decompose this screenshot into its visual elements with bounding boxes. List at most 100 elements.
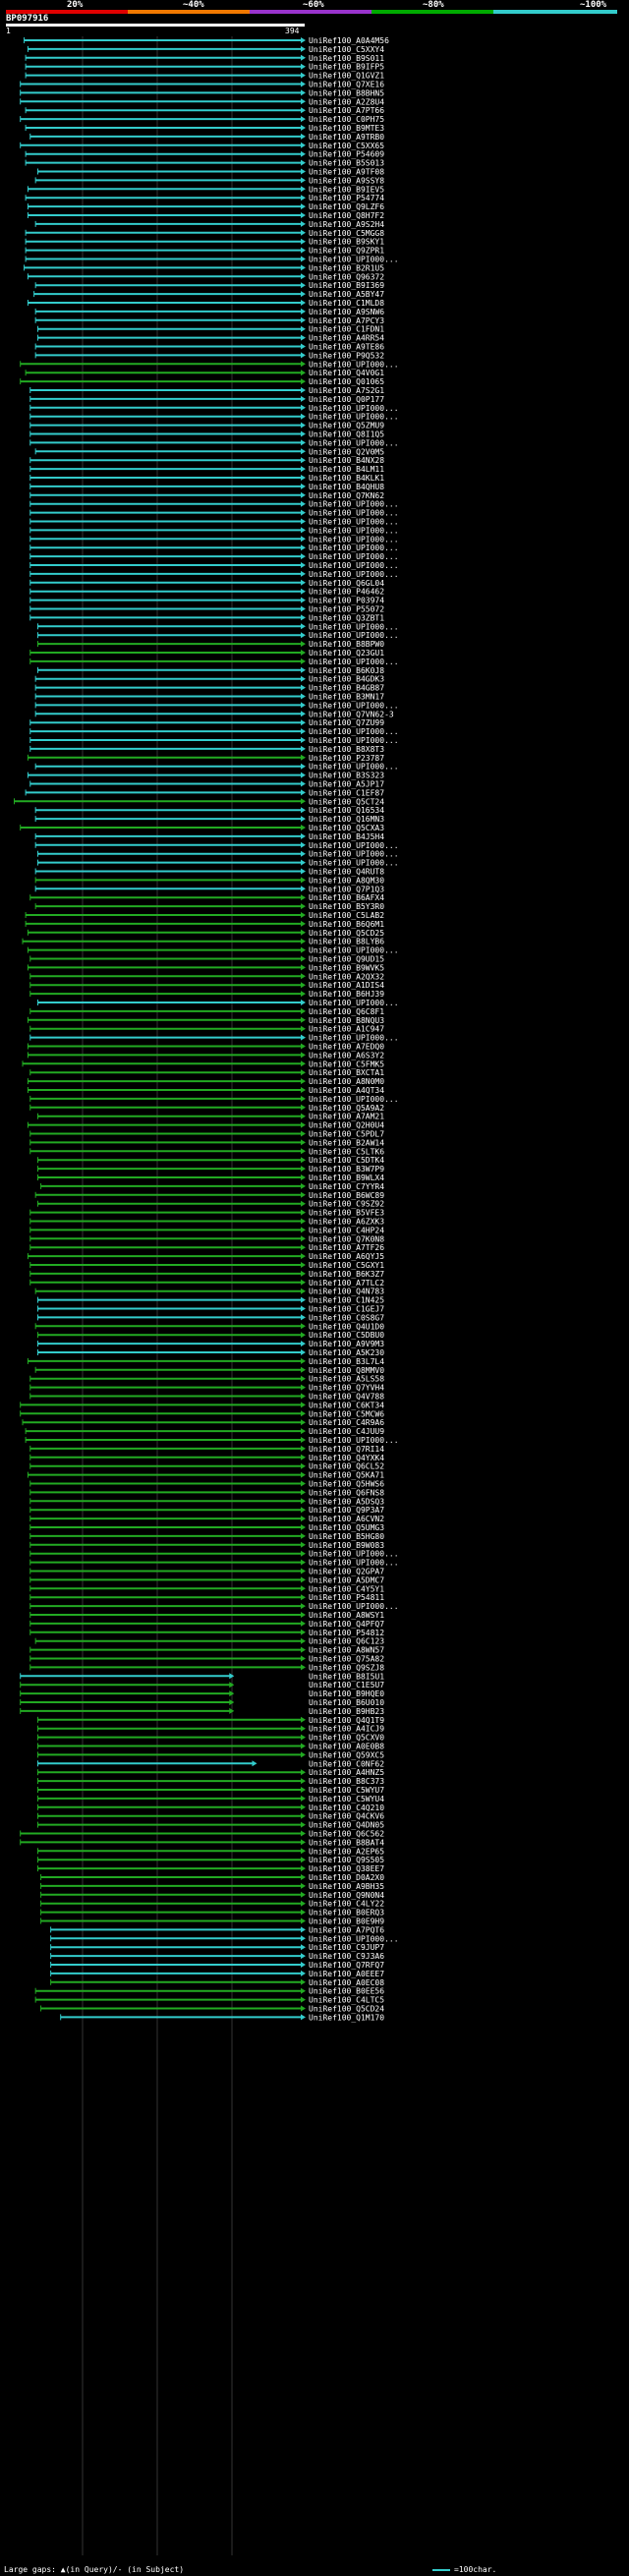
hit-label[interactable]: UniRef100_B6WC89 [309, 1191, 384, 1200]
alignment-row[interactable]: UniRef100_A2EP65 [36, 1847, 384, 1856]
hit-label[interactable]: UniRef100_B6K3Z7 [309, 1270, 384, 1279]
alignment-row[interactable]: UniRef100_B4QHU8 [29, 483, 384, 491]
hit-label[interactable]: UniRef100_B6AFX4 [309, 893, 384, 902]
hit-label[interactable]: UniRef100_B9S011 [309, 54, 384, 63]
alignment-row[interactable]: UniRef100_D0A2X0 [40, 1873, 385, 1882]
hit-label[interactable]: UniRef100_UPI000... [309, 1436, 399, 1445]
alignment-row[interactable]: UniRef100_A2QX32 [29, 972, 384, 981]
hit-label[interactable]: UniRef100_A0EC08 [309, 1978, 384, 1987]
hit-label[interactable]: UniRef100_B9HB23 [309, 1707, 384, 1716]
alignment-row[interactable]: UniRef100_Q4Q1T9 [36, 1716, 384, 1725]
hit-label[interactable]: UniRef100_UPI000... [309, 256, 399, 264]
alignment-row[interactable]: UniRef100_Q9P3A7 [29, 1506, 384, 1515]
hit-label[interactable]: UniRef100_Q6C8F1 [309, 1007, 384, 1016]
alignment-row[interactable]: UniRef100_Q38EE7 [36, 1864, 384, 1873]
hit-label[interactable]: UniRef100_Q01065 [309, 377, 384, 386]
alignment-row[interactable]: UniRef100_Q5CXV0 [36, 1734, 384, 1743]
alignment-row[interactable]: UniRef100_B8LYB6 [22, 938, 384, 946]
alignment-row[interactable]: UniRef100_B6HJ39 [29, 990, 384, 999]
hit-label[interactable]: UniRef100_Q2GPA7 [309, 1568, 384, 1576]
hit-label[interactable]: UniRef100_A6QYJ5 [309, 1252, 384, 1261]
hit-label[interactable]: UniRef100_B9WVK5 [309, 963, 384, 972]
hit-label[interactable]: UniRef100_UPI000... [309, 509, 399, 518]
alignment-row[interactable]: UniRef100_Q4YXK4 [29, 1454, 384, 1462]
alignment-row[interactable]: UniRef100_A7TF26 [29, 1243, 384, 1252]
alignment-row[interactable]: UniRef100_Q75A82 [29, 1655, 384, 1664]
hit-label[interactable]: UniRef100_UPI000... [309, 413, 399, 422]
hit-label[interactable]: UniRef100_B8NQU3 [309, 1016, 384, 1025]
alignment-row[interactable]: UniRef100_B0ERQ3 [40, 1909, 385, 1918]
hit-label[interactable]: UniRef100_A0E0B8 [309, 1743, 384, 1751]
alignment-row[interactable]: UniRef100_A9S2H4 [34, 220, 384, 229]
alignment-row[interactable]: UniRef100_Q16MN3 [34, 815, 384, 824]
alignment-row[interactable]: UniRef100_B3S323 [27, 772, 384, 780]
hit-label[interactable]: UniRef100_A7EDQ0 [309, 1043, 384, 1052]
hit-label[interactable]: UniRef100_Q4V788 [309, 1393, 384, 1402]
alignment-row[interactable]: UniRef100_C1FDN1 [36, 325, 384, 334]
alignment-row[interactable]: UniRef100_B6U010 [20, 1698, 385, 1707]
alignment-row[interactable]: UniRef100_A9SNW6 [34, 308, 384, 316]
hit-label[interactable]: UniRef100_A4ICJ9 [309, 1725, 384, 1734]
hit-label[interactable]: UniRef100_C5LTK6 [309, 1147, 384, 1156]
alignment-row[interactable]: UniRef100_A5JP17 [29, 780, 384, 789]
alignment-row[interactable]: UniRef100_A5DSQ3 [29, 1497, 384, 1506]
alignment-row[interactable]: UniRef100_Q9S505 [36, 1856, 384, 1864]
hit-label[interactable]: UniRef100_Q16MN3 [309, 815, 384, 824]
hit-label[interactable]: UniRef100_B9I369 [309, 281, 384, 290]
alignment-row[interactable]: UniRef100_B5HG80 [29, 1532, 384, 1541]
alignment-row[interactable]: UniRef100_Q96372 [27, 272, 384, 281]
hit-label[interactable]: UniRef100_UPI000... [309, 1559, 399, 1568]
hit-label[interactable]: UniRef100_P9Q532 [309, 351, 384, 360]
hit-label[interactable]: UniRef100_UPI000... [309, 404, 399, 413]
hit-label[interactable]: UniRef100_C4R9A6 [309, 1418, 384, 1427]
hit-label[interactable]: UniRef100_A9TE86 [309, 343, 384, 352]
hit-label[interactable]: UniRef100_Q7K0N8 [309, 1234, 384, 1243]
hit-label[interactable]: UniRef100_Q1M170 [309, 2013, 384, 2022]
hit-label[interactable]: UniRef100_Q5KA71 [309, 1471, 384, 1480]
alignment-row[interactable]: UniRef100_UPI000... [36, 850, 399, 859]
alignment-row[interactable]: UniRef100_P54812 [29, 1629, 384, 1637]
alignment-row[interactable]: UniRef100_Q9LZF6 [27, 202, 384, 211]
hit-label[interactable]: UniRef100_Q9UD15 [309, 955, 384, 964]
hit-label[interactable]: UniRef100_C0NF62 [309, 1759, 384, 1768]
hit-label[interactable]: UniRef100_B2AW14 [309, 1138, 384, 1147]
hit-label[interactable]: UniRef100_B8BPW0 [309, 640, 384, 649]
alignment-row[interactable]: UniRef100_B3MN17 [34, 693, 384, 702]
hit-label[interactable]: UniRef100_C6KT34 [309, 1401, 384, 1409]
alignment-row[interactable]: UniRef100_P54774 [25, 194, 384, 202]
hit-label[interactable]: UniRef100_B3MN17 [309, 693, 384, 702]
hit-label[interactable]: UniRef100_Q4YXK4 [309, 1454, 384, 1462]
hit-label[interactable]: UniRef100_P23787 [309, 754, 384, 763]
alignment-row[interactable]: UniRef100_UPI000... [29, 1602, 399, 1611]
hit-label[interactable]: UniRef100_Q5CD24 [309, 2005, 384, 2014]
alignment-row[interactable]: UniRef100_P55072 [29, 605, 384, 614]
hit-label[interactable]: UniRef100_A9TRB0 [309, 133, 384, 142]
alignment-row[interactable]: UniRef100_C7YYR4 [40, 1182, 385, 1191]
alignment-row[interactable]: UniRef100_P03974 [29, 597, 384, 605]
hit-label[interactable]: UniRef100_Q4RUT8 [309, 868, 384, 877]
alignment-row[interactable]: UniRef100_B9MTE3 [25, 124, 384, 133]
hit-label[interactable]: UniRef100_B8X8T3 [309, 745, 384, 754]
hit-label[interactable]: UniRef100_A5LS58 [309, 1375, 384, 1384]
alignment-row[interactable]: UniRef100_B9W083 [29, 1541, 384, 1550]
alignment-row[interactable]: UniRef100_C4LTC5 [34, 1996, 384, 2005]
alignment-row[interactable]: UniRef100_B2R1U5 [24, 263, 385, 272]
alignment-row[interactable]: UniRef100_A9BH35 [40, 1882, 385, 1891]
hit-label[interactable]: UniRef100_UPI000... [309, 544, 399, 552]
hit-label[interactable]: UniRef100_C5DTK4 [309, 1156, 384, 1165]
alignment-row[interactable]: UniRef100_B8I5U1 [20, 1672, 385, 1681]
hit-label[interactable]: UniRef100_C4LTC5 [309, 1996, 384, 2005]
alignment-row[interactable]: UniRef100_A8QM30 [34, 876, 384, 885]
hit-label[interactable]: UniRef100_Q59XC5 [309, 1750, 384, 1759]
alignment-row[interactable]: UniRef100_UPI000... [29, 727, 399, 736]
alignment-row[interactable]: UniRef100_Q7K0N8 [29, 1234, 384, 1243]
hit-label[interactable]: UniRef100_Q7YVH4 [309, 1384, 384, 1393]
alignment-row[interactable]: UniRef100_UPI000... [29, 404, 399, 413]
hit-label[interactable]: UniRef100_A6CVN2 [309, 1515, 384, 1523]
alignment-row[interactable]: UniRef100_Q7RI14 [29, 1445, 384, 1454]
alignment-row[interactable]: UniRef100_C1E5U7 [20, 1681, 385, 1689]
alignment-row[interactable]: UniRef100_C6KT34 [20, 1401, 385, 1409]
alignment-row[interactable]: UniRef100_C5LTK6 [29, 1147, 384, 1156]
alignment-row[interactable]: UniRef100_A8WSY1 [29, 1611, 384, 1620]
alignment-row[interactable]: UniRef100_A9TRB0 [29, 133, 384, 142]
